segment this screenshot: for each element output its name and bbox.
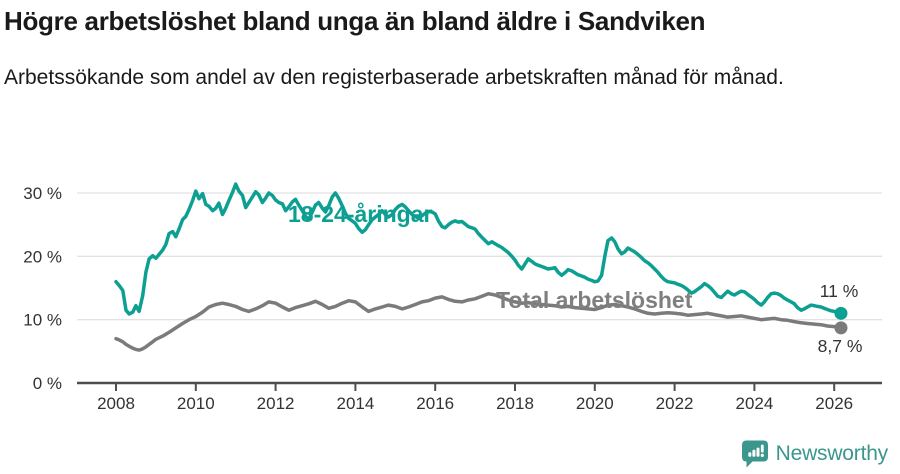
series-label-youth: 18-24-åringar: [288, 201, 433, 227]
newsworthy-wordmark: Newsworthy: [775, 441, 889, 465]
x-tick-label: 2022: [656, 394, 694, 413]
x-tick-label: 2024: [735, 394, 773, 413]
newsworthy-logo[interactable]: Newsworthy: [741, 439, 889, 468]
x-tick-label: 2016: [416, 394, 454, 413]
x-tick-label: 2018: [496, 394, 534, 413]
series-end-value-label-youth: 11 %: [820, 281, 859, 301]
x-tick-label: 2012: [257, 394, 295, 413]
y-tick-label: 0 %: [33, 374, 62, 393]
chart-subtitle: Arbetssökande som andel av den registerb…: [4, 66, 784, 89]
series-end-dot-youth: [834, 306, 848, 320]
x-tick-label: 2026: [815, 394, 853, 413]
x-tick-label: 2014: [336, 394, 374, 413]
page-title: Högre arbetslöshet bland unga än bland ä…: [4, 6, 706, 36]
series-end-dot-total: [834, 321, 848, 335]
newsworthy-bubble-chart-icon: [741, 439, 769, 468]
x-tick-label: 2010: [177, 394, 215, 413]
series-end-value-label-total: 8,7 %: [818, 336, 863, 356]
series-line-total: [114, 291, 843, 352]
series-line-youth: [114, 182, 843, 316]
x-tick-label: 2020: [576, 394, 614, 413]
y-tick-label: 30 %: [23, 184, 62, 203]
y-tick-label: 20 %: [23, 247, 62, 266]
series-label-total: Total arbetslöshet: [496, 287, 693, 313]
x-tick-label: 2008: [97, 394, 135, 413]
y-tick-label: 10 %: [23, 311, 62, 330]
